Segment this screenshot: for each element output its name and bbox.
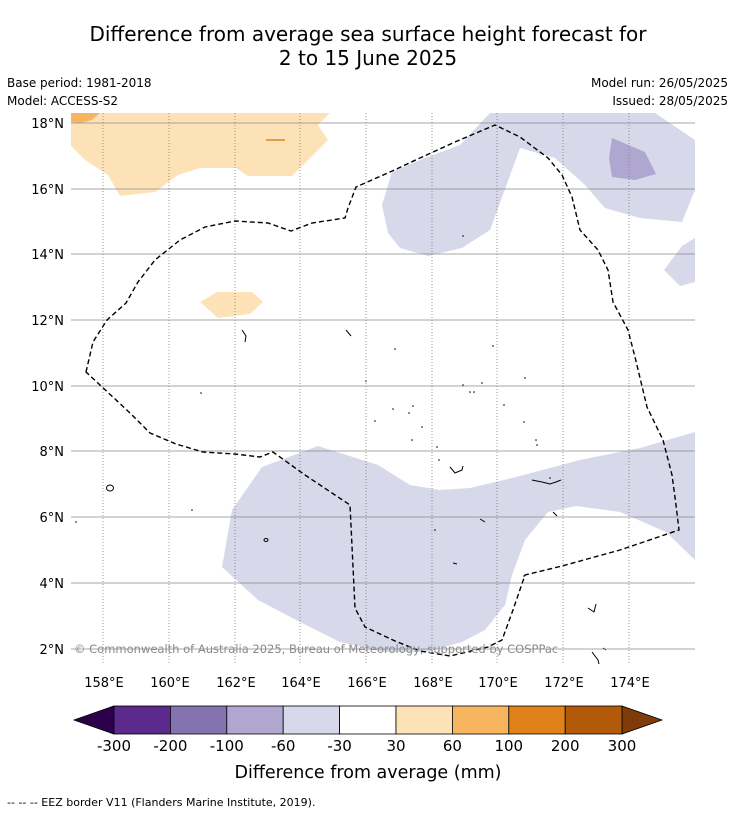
meta-left: Base period: 1981-2018 Model: ACCESS-S2	[7, 74, 152, 110]
colorbar	[72, 705, 664, 735]
island	[449, 465, 464, 474]
lat-label: 10°N	[31, 380, 64, 395]
map-title: Difference from average sea surface heig…	[0, 22, 736, 70]
island	[452, 562, 458, 565]
model-name: Model: ACCESS-S2	[7, 94, 119, 108]
colorbar-under-arrow	[72, 705, 115, 735]
negative-anomaly-patch-east	[664, 238, 695, 286]
negative-anomaly-core	[609, 138, 656, 180]
copyright-notice: © Commonwealth of Australia 2025, Bureau…	[74, 642, 558, 656]
eez-border	[85, 124, 680, 657]
lon-label: 160°E	[150, 676, 190, 691]
graticule	[102, 113, 630, 664]
graticule-latitudes	[71, 122, 695, 650]
colorbar-tick: 300	[608, 737, 637, 755]
latitude-labels: 18°N 16°N 14°N 12°N 10°N 8°N 6°N 4°N 2°N	[31, 117, 64, 658]
island-dots	[75, 235, 551, 577]
positive-anomaly-region-north	[71, 113, 330, 196]
issued-date: Issued: 28/05/2025	[612, 94, 728, 108]
title-line-2: 2 to 15 June 2025	[278, 46, 458, 70]
colorbar-tick: 30	[386, 737, 405, 755]
lat-label: 4°N	[40, 577, 65, 592]
colorbar-segment	[113, 705, 171, 735]
lat-label: 8°N	[40, 445, 65, 460]
island	[345, 329, 352, 337]
model-run: Model run: 26/05/2025	[590, 76, 728, 90]
meta-right: Model run: 26/05/2025 Issued: 28/05/2025	[591, 74, 728, 110]
lat-label: 6°N	[40, 511, 65, 526]
colorbar-tick: -100	[210, 737, 244, 755]
lon-label: 172°E	[544, 676, 584, 691]
colorbar-tick: -300	[97, 737, 131, 755]
lon-label: 164°E	[281, 676, 321, 691]
colorbar-segment	[282, 705, 341, 735]
island	[531, 479, 562, 485]
island	[241, 329, 247, 343]
lat-label: 18°N	[31, 117, 64, 132]
lat-label: 2°N	[40, 643, 65, 658]
colorbar-segment	[339, 705, 397, 735]
island	[263, 538, 269, 542]
lon-label: 170°E	[478, 676, 518, 691]
lon-label: 174°E	[610, 676, 650, 691]
colorbar-segment	[169, 705, 228, 735]
lat-label: 16°N	[31, 183, 64, 198]
map-area: © Commonwealth of Australia 2025, Bureau…	[71, 113, 695, 664]
negative-anomaly-region-south	[222, 432, 695, 652]
colorbar-segment	[564, 705, 623, 735]
island	[587, 603, 597, 613]
colorbar-tick: 100	[494, 737, 523, 755]
positive-anomaly-region-west	[71, 113, 100, 123]
lon-label: 158°E	[84, 676, 124, 691]
colorbar-label: Difference from average (mm)	[234, 763, 501, 783]
colorbar-tick: 200	[551, 737, 580, 755]
lat-label: 14°N	[31, 248, 64, 263]
lon-label: 166°E	[347, 676, 387, 691]
colorbar-tick: 60	[443, 737, 462, 755]
colorbar-tick: -200	[153, 737, 187, 755]
colorbar-segment	[451, 705, 510, 735]
lon-label: 168°E	[413, 676, 453, 691]
island	[479, 518, 486, 523]
colorbar-segment	[395, 705, 453, 735]
lon-label: 162°E	[216, 676, 256, 691]
island	[106, 484, 114, 492]
longitude-labels: 158°E 160°E 162°E 164°E 166°E 168°E 170°…	[84, 676, 650, 691]
colorbar-ticks: -300 -200 -100 -60 -30 30 60 100 200 300	[97, 737, 636, 755]
island	[552, 511, 558, 517]
colorbar-tick: -30	[327, 737, 352, 755]
base-period: Base period: 1981-2018	[7, 76, 152, 90]
colorbar-tick: -60	[271, 737, 296, 755]
colorbar-over-arrow	[621, 705, 664, 735]
island	[591, 651, 600, 664]
colorbar-segment	[508, 705, 566, 735]
colorbar-segment	[226, 705, 284, 735]
positive-anomaly-patch	[200, 292, 263, 318]
lat-label: 12°N	[31, 314, 64, 329]
title-line-1: Difference from average sea surface heig…	[89, 22, 647, 46]
islands	[106, 329, 607, 664]
eez-legend-note: -- -- -- EEZ border V11 (Flanders Marine…	[7, 796, 316, 809]
